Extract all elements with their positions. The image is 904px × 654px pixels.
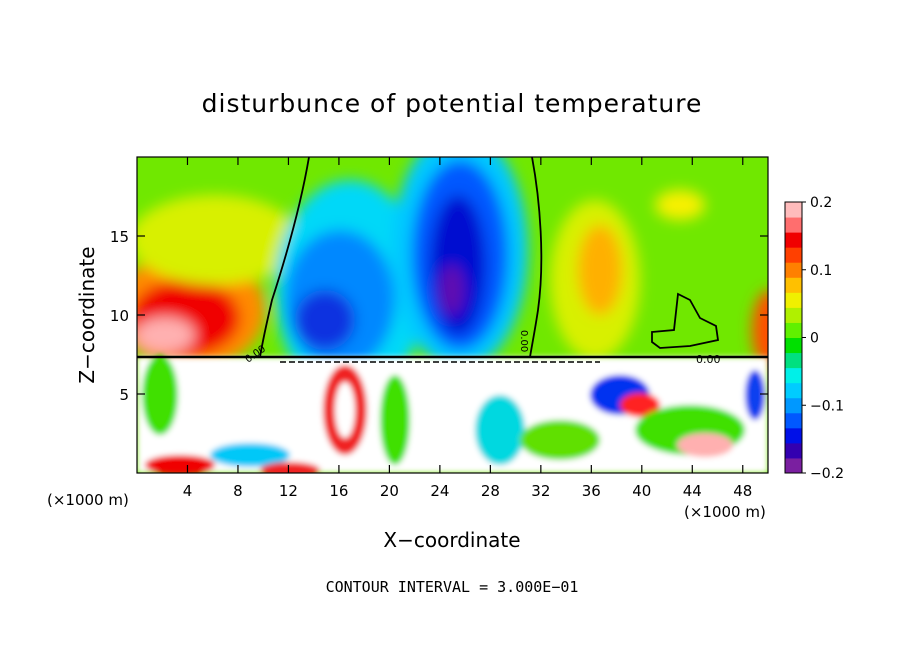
cold-anomaly-center-core xyxy=(430,195,486,335)
colorbar-tick-label: 0.2 xyxy=(810,195,832,211)
x-tick-label: 8 xyxy=(233,482,243,500)
colorbar-tick-label: 0.1 xyxy=(810,263,832,279)
contour-label: 0.00 xyxy=(518,330,529,352)
blob-red-4 xyxy=(260,462,320,473)
upper-field xyxy=(137,157,768,400)
warm-edge-right xyxy=(752,290,768,370)
colorbar-swatch xyxy=(785,322,802,338)
blob-green-2 xyxy=(520,420,600,460)
colorbar-swatch xyxy=(785,397,802,414)
colorbar-ticks: 0.2 0.1 0 −0.1 −0.2 xyxy=(802,195,844,482)
x-tick-label: 36 xyxy=(582,482,601,500)
colorbar-swatch xyxy=(785,202,802,218)
x-unit-right: (×1000 m) xyxy=(684,503,766,521)
y-tick-label: 5 xyxy=(119,386,129,404)
x-unit-left: (×1000 m) xyxy=(47,491,129,509)
x-axis-label: X−coordinate xyxy=(383,528,520,552)
colorbar-swatch xyxy=(785,277,802,293)
blob-pink-1 xyxy=(677,433,733,457)
colorbar-swatch xyxy=(785,427,802,444)
x-ticks: 4 8 12 16 20 24 28 32 36 40 44 48 xyxy=(183,157,752,500)
colorbar-swatch xyxy=(785,307,802,323)
colorbar-swatch xyxy=(785,367,802,384)
x-tick-label: 44 xyxy=(683,482,702,500)
colorbar-swatch xyxy=(785,262,802,278)
yellow-band-left xyxy=(137,195,300,285)
x-tick-label: 24 xyxy=(430,482,449,500)
x-tick-label: 16 xyxy=(329,482,348,500)
x-tick-label: 12 xyxy=(279,482,298,500)
colorbar-swatch xyxy=(785,382,802,399)
cold-anomaly-left-core xyxy=(295,290,355,350)
y-axis-label: Z−coordinate xyxy=(75,246,99,383)
x-tick-label: 48 xyxy=(733,482,752,500)
colorbar-tick-label: −0.1 xyxy=(810,398,844,414)
contour-interval-note: CONTOUR INTERVAL = 3.000E−01 xyxy=(326,578,579,596)
blob-cyan-1 xyxy=(475,395,525,465)
blob-green-1 xyxy=(380,375,410,465)
x-tick-label: 32 xyxy=(531,482,550,500)
warm-anomaly-left-peak xyxy=(137,317,195,353)
x-tick-label: 28 xyxy=(481,482,500,500)
colorbar-swatch xyxy=(785,232,802,248)
blob-red-3 xyxy=(145,455,215,473)
x-tick-label: 20 xyxy=(380,482,399,500)
colorbar-swatch xyxy=(785,247,802,263)
warm-spot-right xyxy=(655,190,705,220)
blob-white-1 xyxy=(335,382,355,438)
contour-zero-right xyxy=(651,292,720,349)
colorbar-swatch xyxy=(785,442,802,459)
lower-field xyxy=(137,355,768,473)
colorbar xyxy=(785,202,802,474)
blob-blue-2 xyxy=(745,370,765,420)
plot-area xyxy=(137,157,768,473)
y-tick-label: 15 xyxy=(110,228,129,246)
y-tick-label: 10 xyxy=(110,307,129,325)
chart-title: disturbunce of potential temperature xyxy=(202,89,703,118)
colorbar-swatch xyxy=(785,292,802,308)
colorbar-swatch xyxy=(785,337,802,354)
contour-zero-center xyxy=(529,157,543,358)
blob-green-4 xyxy=(142,355,178,435)
y-ticks: 5 10 15 xyxy=(110,228,768,404)
colorbar-tick-label: −0.2 xyxy=(810,466,844,482)
colorbar-swatch xyxy=(785,412,802,429)
warm-band-right-core xyxy=(578,225,622,315)
colorbar-swatch xyxy=(785,217,802,233)
contour-label: 0.00 xyxy=(696,353,721,366)
contour-lines xyxy=(137,157,768,363)
colorbar-swatch xyxy=(785,352,802,369)
blob-cyan-2 xyxy=(210,443,290,467)
blob-red-2 xyxy=(620,393,660,417)
colorbar-swatch xyxy=(785,457,802,474)
x-tick-label: 4 xyxy=(183,482,193,500)
colorbar-tick-label: 0 xyxy=(810,331,819,347)
cold-anomaly-center-peak xyxy=(440,265,464,315)
x-tick-label: 40 xyxy=(632,482,651,500)
contour-zero-left xyxy=(259,157,310,358)
